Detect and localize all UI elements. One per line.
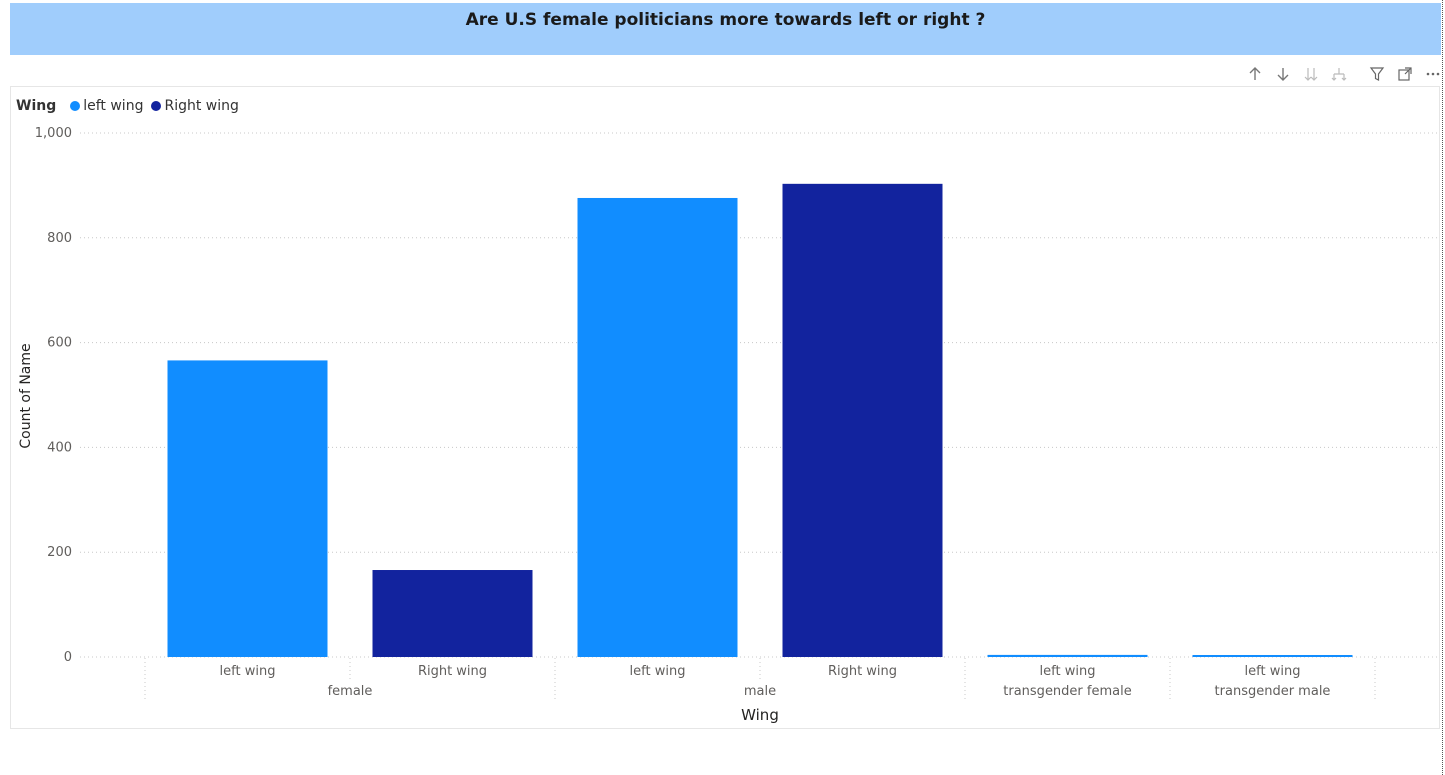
expand-hierarchy-icon[interactable]	[1328, 64, 1350, 84]
x-tick-label: Right wing	[828, 664, 897, 679]
x-tick-label: left wing	[1040, 664, 1096, 679]
y-tick-label: 200	[47, 545, 72, 560]
y-tick-label: 800	[47, 231, 72, 246]
legend-dot-right-wing	[151, 101, 162, 111]
group-label: male	[744, 684, 776, 699]
double-arrow-down-icon[interactable]	[1300, 64, 1322, 84]
bar-male-left-wing	[577, 197, 738, 657]
arrow-up-icon[interactable]	[1244, 64, 1266, 84]
focus-mode-icon[interactable]	[1394, 64, 1416, 84]
x-axis-title: Wing	[741, 706, 779, 724]
page-edge-divider	[1442, 0, 1443, 775]
legend-item-left-wing[interactable]: left wing	[70, 98, 143, 114]
more-options-icon[interactable]	[1422, 64, 1444, 84]
visual-header-toolbar	[1244, 64, 1444, 84]
y-tick-label: 400	[47, 440, 72, 455]
group-label: transgender female	[1003, 684, 1131, 699]
bar-female-right-wing	[372, 570, 533, 657]
filter-icon[interactable]	[1366, 64, 1388, 84]
y-tick-label: 1,000	[35, 126, 72, 141]
y-axis-title: Count of Name	[18, 343, 34, 448]
bar-female-left-wing	[167, 360, 328, 657]
chart-legend: Wing left wing Right wing	[16, 98, 247, 114]
legend-dot-left-wing	[70, 101, 81, 111]
legend-label-left-wing: left wing	[83, 98, 144, 114]
group-label: transgender male	[1215, 684, 1331, 699]
arrow-down-icon[interactable]	[1272, 64, 1294, 84]
bar-transgender-male-left-wing	[1192, 655, 1353, 657]
legend-label-right-wing: Right wing	[164, 98, 239, 114]
x-tick-label: Right wing	[418, 664, 487, 679]
legend-title: Wing	[16, 98, 57, 114]
chart-visual-container	[10, 86, 1440, 729]
group-label: female	[328, 684, 373, 699]
x-tick-label: left wing	[1245, 664, 1301, 679]
x-tick-label: left wing	[630, 664, 686, 679]
title-banner: Are U.S female politicians more towards …	[10, 3, 1441, 55]
bar-male-right-wing	[782, 183, 943, 657]
x-tick-label: left wing	[220, 664, 276, 679]
y-tick-label: 0	[64, 650, 72, 665]
y-tick-label: 600	[47, 336, 72, 351]
bar-transgender-female-left-wing	[987, 654, 1148, 657]
chart-title: Are U.S female politicians more towards …	[465, 10, 986, 30]
legend-item-right-wing[interactable]: Right wing	[151, 98, 239, 114]
